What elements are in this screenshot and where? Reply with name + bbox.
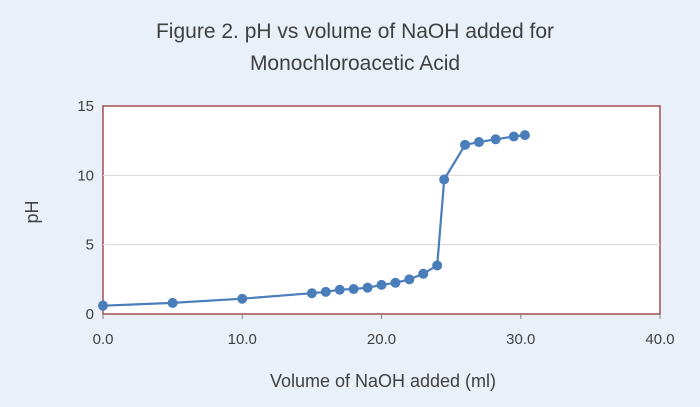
plot-area bbox=[102, 105, 661, 315]
y-axis-ticks: 0 5 10 15 bbox=[77, 98, 94, 323]
data-point bbox=[376, 279, 387, 290]
x-axis-ticks: 0.0 10.0 20.0 30.0 40.0 bbox=[93, 314, 675, 348]
data-point bbox=[98, 300, 108, 311]
data-point bbox=[473, 137, 484, 148]
y-axis-label: pH bbox=[22, 200, 42, 223]
series-ph bbox=[98, 130, 530, 311]
x-tick-label: 10.0 bbox=[228, 331, 257, 348]
x-tick-label: 20.0 bbox=[367, 331, 396, 348]
x-axis-label: Volume of NaOH added (ml) bbox=[270, 371, 496, 391]
data-point bbox=[167, 297, 178, 308]
data-point bbox=[237, 293, 248, 304]
y-tick-label: 0 bbox=[86, 306, 94, 323]
x-tick-label: 40.0 bbox=[645, 331, 674, 348]
data-point bbox=[362, 282, 373, 293]
data-point bbox=[439, 174, 450, 185]
y-tick-label: 5 bbox=[86, 237, 94, 254]
data-point bbox=[320, 286, 331, 297]
x-tick-label: 0.0 bbox=[93, 331, 114, 348]
data-point bbox=[460, 139, 471, 150]
data-point bbox=[390, 277, 401, 288]
x-tick-label: 30.0 bbox=[506, 331, 535, 348]
data-point bbox=[490, 134, 501, 145]
data-point bbox=[334, 284, 345, 295]
horizontal-gridlines bbox=[103, 174, 660, 246]
chart-title-line-1: Figure 2. pH vs volume of NaOH added for bbox=[156, 20, 554, 43]
data-point bbox=[432, 260, 443, 271]
data-point bbox=[404, 274, 415, 285]
y-tick-label: 10 bbox=[77, 167, 94, 184]
data-point bbox=[519, 130, 530, 141]
data-point bbox=[348, 284, 359, 295]
data-point bbox=[306, 288, 317, 299]
data-point bbox=[418, 268, 429, 279]
y-tick-label: 15 bbox=[77, 98, 94, 115]
chart-title-line-2: Monochloroacetic Acid bbox=[250, 52, 460, 75]
data-point bbox=[508, 131, 519, 142]
